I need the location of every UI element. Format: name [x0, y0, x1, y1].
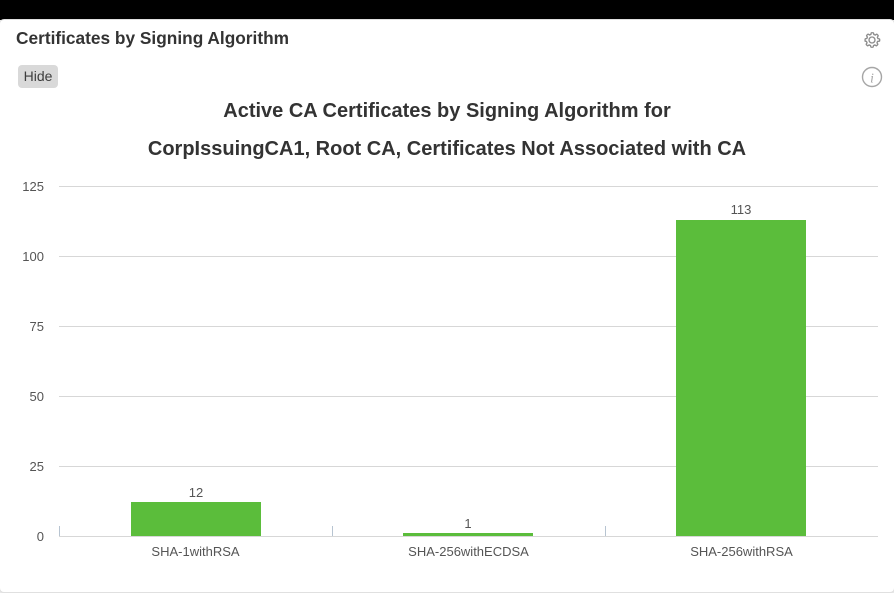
svg-text:i: i [870, 71, 874, 86]
